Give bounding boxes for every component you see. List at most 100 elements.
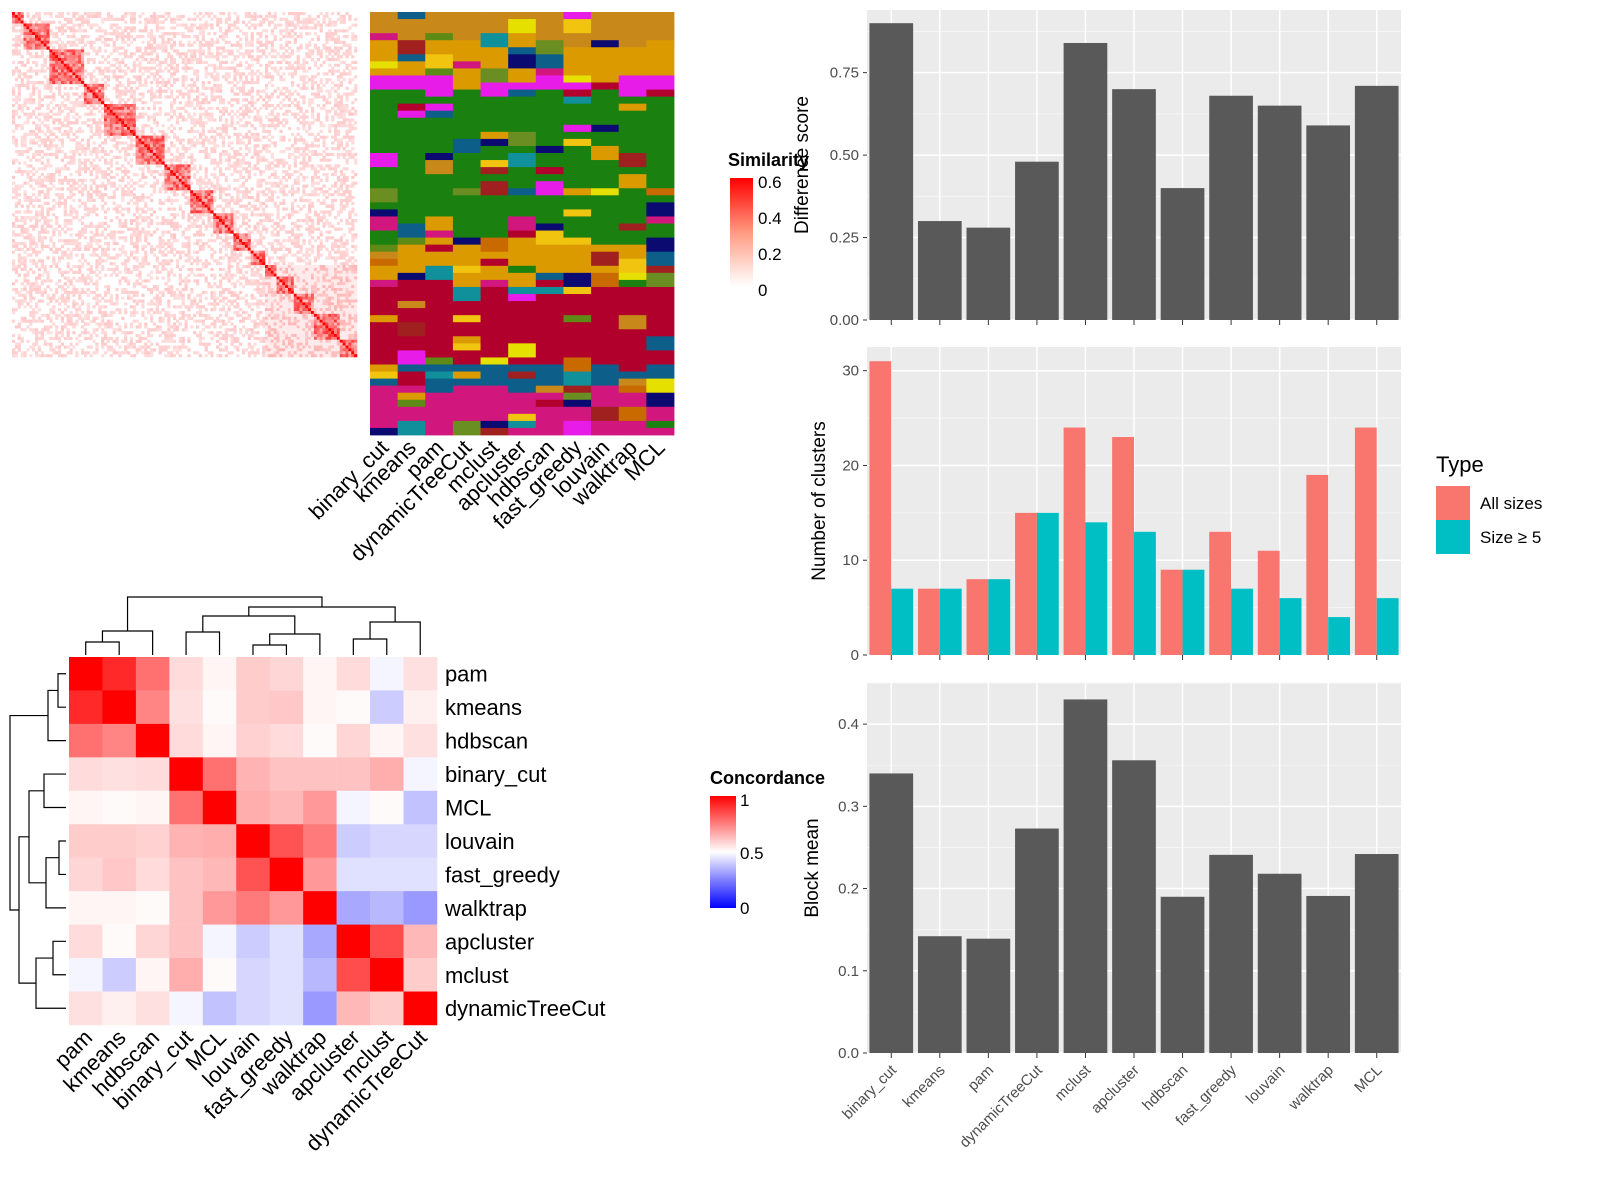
similarity-cell bbox=[279, 138, 283, 142]
similarity-cell bbox=[331, 35, 335, 39]
similarity-cell bbox=[155, 23, 159, 27]
similarity-cell bbox=[69, 207, 73, 211]
similarity-cell bbox=[83, 69, 88, 73]
similarity-cell bbox=[78, 14, 82, 19]
similarity-cell bbox=[66, 115, 70, 119]
similarity-cell bbox=[210, 127, 214, 131]
similarity-cell bbox=[259, 20, 263, 24]
similarity-cell bbox=[173, 207, 177, 211]
similarity-cell bbox=[196, 121, 200, 125]
similarity-cell bbox=[132, 127, 136, 131]
similarity-cell bbox=[348, 127, 352, 131]
similarity-cell bbox=[127, 89, 131, 93]
similarity-cell bbox=[118, 32, 122, 36]
similarity-cell bbox=[83, 20, 88, 24]
similarity-cell bbox=[178, 92, 182, 96]
similarity-cell bbox=[221, 239, 226, 243]
similarity-cell bbox=[328, 152, 332, 157]
similarity-cell bbox=[342, 104, 346, 108]
similarity-cell bbox=[121, 14, 125, 19]
similarity-cell bbox=[198, 112, 203, 116]
similarity-cell bbox=[187, 190, 191, 194]
similarity-cell bbox=[244, 187, 249, 191]
similarity-cell bbox=[98, 49, 102, 53]
similarity-cell bbox=[187, 92, 191, 96]
similarity-cell bbox=[118, 236, 122, 240]
similarity-cell bbox=[216, 164, 220, 168]
similarity-cell bbox=[164, 17, 168, 21]
similarity-cell bbox=[112, 181, 116, 185]
similarity-cell bbox=[115, 127, 119, 131]
similarity-cell bbox=[26, 29, 30, 33]
similarity-cell bbox=[95, 124, 99, 128]
similarity-cell bbox=[124, 236, 128, 240]
similarity-cell bbox=[170, 63, 174, 67]
similarity-cell bbox=[279, 219, 283, 223]
similarity-cell bbox=[12, 86, 16, 90]
similarity-cell bbox=[158, 109, 162, 113]
similarity-cell bbox=[273, 190, 277, 194]
similarity-cell bbox=[276, 95, 280, 99]
similarity-cell bbox=[52, 63, 56, 67]
similarity-cell bbox=[86, 72, 90, 76]
similarity-cell bbox=[181, 138, 185, 142]
similarity-cell bbox=[239, 161, 243, 165]
similarity-cell bbox=[63, 92, 67, 96]
similarity-cell bbox=[342, 29, 346, 33]
similarity-cell bbox=[132, 233, 136, 237]
similarity-cell bbox=[224, 236, 228, 240]
similarity-cell bbox=[224, 132, 228, 136]
similarity-cell bbox=[92, 98, 96, 102]
similarity-cell bbox=[290, 221, 295, 226]
similarity-cell bbox=[239, 213, 243, 217]
similarity-cell bbox=[40, 29, 44, 33]
similarity-cell bbox=[20, 20, 24, 24]
similarity-cell bbox=[219, 173, 223, 177]
similarity-cell bbox=[201, 219, 205, 223]
similarity-cell bbox=[196, 181, 200, 185]
similarity-cell bbox=[259, 239, 263, 243]
similarity-cell bbox=[173, 198, 177, 203]
similarity-cell bbox=[124, 141, 128, 145]
similarity-cell bbox=[253, 147, 257, 151]
similarity-cell bbox=[276, 207, 280, 211]
similarity-cell bbox=[26, 60, 30, 65]
similarity-cell bbox=[158, 101, 162, 105]
similarity-cell bbox=[152, 132, 157, 136]
similarity-cell bbox=[161, 69, 165, 73]
similarity-cell bbox=[221, 210, 226, 214]
similarity-cell bbox=[187, 164, 191, 168]
similarity-cell bbox=[233, 66, 237, 70]
similarity-cell bbox=[219, 115, 223, 119]
similarity-cell bbox=[106, 161, 111, 165]
similarity-cell bbox=[219, 193, 223, 197]
similarity-cell bbox=[83, 86, 88, 90]
similarity-cell bbox=[124, 112, 128, 116]
similarity-cell bbox=[40, 247, 44, 251]
similarity-cell bbox=[147, 115, 151, 119]
similarity-cell bbox=[52, 250, 56, 254]
similarity-cell bbox=[52, 52, 56, 56]
similarity-cell bbox=[239, 158, 243, 162]
similarity-cell bbox=[308, 14, 312, 19]
similarity-cell bbox=[247, 26, 251, 30]
similarity-cell bbox=[262, 20, 266, 24]
similarity-cell bbox=[276, 224, 280, 228]
similarity-cell bbox=[95, 81, 99, 85]
similarity-cell bbox=[43, 236, 47, 240]
similarity-cell bbox=[95, 66, 99, 70]
similarity-cell bbox=[213, 135, 217, 139]
similarity-cell bbox=[331, 58, 335, 62]
similarity-cell bbox=[290, 239, 295, 243]
similarity-cell bbox=[104, 95, 108, 99]
similarity-cell bbox=[124, 106, 128, 111]
similarity-cell bbox=[43, 124, 47, 128]
similarity-cell bbox=[124, 14, 128, 19]
similarity-cell bbox=[216, 161, 220, 165]
similarity-cell bbox=[46, 164, 50, 168]
similarity-cell bbox=[167, 167, 171, 171]
similarity-cell bbox=[63, 250, 67, 254]
similarity-cell bbox=[109, 104, 113, 108]
similarity-cell bbox=[129, 242, 134, 246]
similarity-cell bbox=[152, 101, 157, 105]
